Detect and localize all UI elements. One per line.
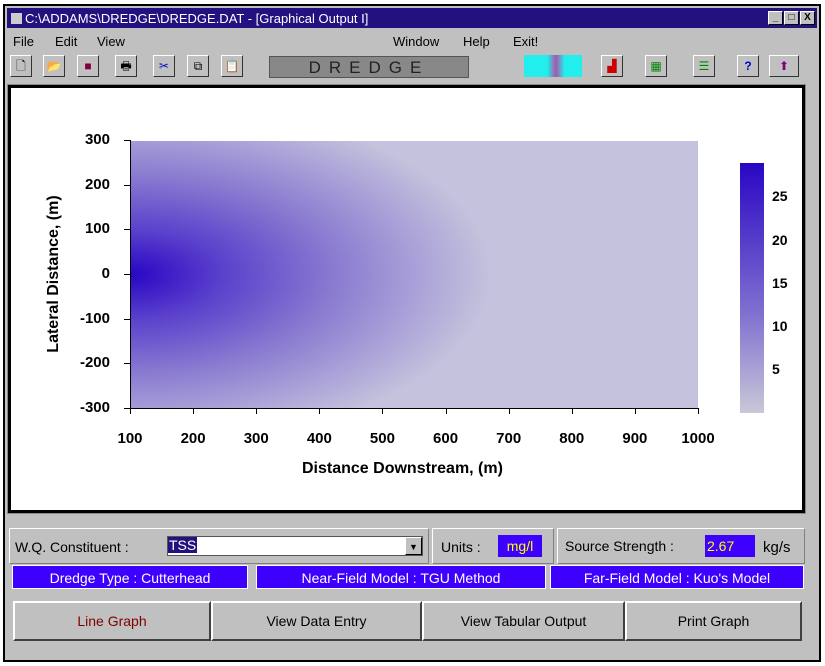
- wq-select[interactable]: TSS ▼: [167, 536, 423, 556]
- near-field-model: Near-Field Model : TGU Method: [256, 565, 546, 589]
- x-tick-label: 300: [243, 430, 269, 447]
- print-icon[interactable]: 🖶: [115, 55, 137, 77]
- view-data-entry-button[interactable]: View Data Entry: [211, 601, 422, 641]
- colorbar-tick-label: 20: [772, 231, 788, 248]
- y-tick-mark: [124, 140, 130, 141]
- x-tick-mark: [508, 408, 510, 414]
- far-field-model: Far-Field Model : Kuo's Model: [550, 565, 804, 589]
- print-graph-button[interactable]: Print Graph: [625, 601, 802, 641]
- x-tick-mark: [130, 408, 131, 414]
- x-axis-label: Distance Downstream, (m): [302, 460, 503, 477]
- y-tick-label: -300: [79, 399, 110, 416]
- menu-edit[interactable]: Edit: [55, 33, 78, 49]
- x-tick-mark: [634, 408, 636, 414]
- x-tick-label: 100: [117, 430, 143, 447]
- dredge-picture: [524, 55, 582, 77]
- cut-icon[interactable]: ✂: [153, 55, 175, 77]
- x-tick-label: 900: [622, 430, 648, 447]
- dredge-type: Dredge Type : Cutterhead: [12, 565, 248, 589]
- view-tabular-output-button[interactable]: View Tabular Output: [422, 601, 625, 641]
- y-tick-label: 100: [84, 220, 110, 238]
- open-icon[interactable]: 📂: [43, 55, 65, 77]
- constituent-panel: W.Q. Constituent : TSS ▼: [9, 528, 429, 564]
- maximize-button[interactable]: □: [784, 11, 799, 25]
- y-tick-label: 200: [84, 175, 110, 193]
- y-tick-label: -200: [79, 354, 110, 372]
- x-tick-label: 800: [559, 430, 585, 447]
- strength-unit: kg/s: [763, 539, 791, 556]
- x-tick-label: 400: [306, 430, 332, 447]
- wq-label: W.Q. Constituent :: [15, 539, 129, 555]
- x-tick-mark: [698, 408, 699, 414]
- y-tick-label: 0: [101, 265, 110, 282]
- save-icon[interactable]: ■: [77, 55, 99, 77]
- title-bar: C:\ADDAMS\DREDGE\DREDGE.DAT - [Graphical…: [7, 8, 817, 28]
- wq-value: TSS: [168, 537, 198, 553]
- menu-bar: File Edit View Window Help Exit!: [7, 31, 817, 51]
- y-tick-mark: [124, 274, 130, 275]
- copy-icon[interactable]: ⧉: [187, 55, 209, 77]
- y-tick-mark: [124, 363, 130, 365]
- upload-icon[interactable]: ⬆: [769, 55, 799, 77]
- y-axis-label: Lateral Distance, (m): [45, 195, 62, 353]
- line-graph-button[interactable]: Line Graph: [13, 601, 211, 641]
- y-axis-line: [130, 140, 131, 409]
- strength-panel: Source Strength : 2.67 kg/s: [557, 528, 805, 564]
- x-tick-mark: [445, 408, 447, 414]
- units-panel: Units : mg/l: [432, 528, 554, 564]
- units-value: mg/l: [498, 535, 542, 557]
- menu-window[interactable]: Window: [393, 33, 440, 49]
- x-axis-line: [130, 408, 699, 409]
- colorbar-tick-label: 15: [772, 274, 788, 291]
- close-button[interactable]: X: [800, 11, 815, 25]
- minimize-button[interactable]: _: [768, 11, 783, 25]
- units-label: Units :: [441, 539, 481, 555]
- help-icon[interactable]: ?: [737, 55, 759, 77]
- dredge-logo: DREDGE: [269, 56, 469, 78]
- y-tick-label: -100: [79, 309, 110, 327]
- window-title: C:\ADDAMS\DREDGE\DREDGE.DAT - [Graphical…: [25, 10, 369, 26]
- x-tick-mark: [256, 408, 258, 414]
- chevron-down-icon[interactable]: ▼: [405, 537, 422, 555]
- colorbar: [740, 163, 764, 413]
- y-tick-label: 300: [84, 131, 110, 148]
- y-tick-mark: [124, 318, 130, 320]
- paste-icon[interactable]: 📋: [221, 55, 243, 77]
- menu-help[interactable]: Help: [463, 33, 490, 49]
- menu-exit[interactable]: Exit!: [513, 33, 539, 49]
- app-icon: [11, 12, 22, 24]
- menu-file[interactable]: File: [13, 33, 34, 49]
- x-tick-mark: [382, 408, 384, 414]
- x-tick-label: 200: [180, 430, 206, 447]
- menu-view[interactable]: View: [97, 33, 125, 49]
- colorbar-tick-label: 10: [772, 317, 788, 334]
- contour-plot: [131, 141, 698, 408]
- x-tick-mark: [193, 408, 195, 414]
- x-tick-label: 700: [496, 430, 522, 447]
- x-tick-mark: [319, 408, 321, 414]
- x-tick-label: 500: [369, 430, 395, 447]
- strength-value[interactable]: 2.67: [705, 535, 755, 557]
- x-tick-mark: [571, 408, 573, 414]
- x-tick-label: 1000: [681, 430, 715, 447]
- bar-chart-icon[interactable]: ▟: [601, 55, 623, 77]
- table-icon[interactable]: ▦: [645, 55, 667, 77]
- colorbar-tick-label: 5: [772, 360, 780, 377]
- y-tick-mark: [124, 184, 130, 186]
- x-tick-label: 600: [433, 430, 459, 447]
- colorbar-tick-label: 25: [772, 188, 788, 205]
- new-icon[interactable]: 🗋: [10, 55, 32, 77]
- y-tick-mark: [124, 408, 130, 409]
- strength-label: Source Strength :: [565, 538, 674, 554]
- y-tick-mark: [124, 229, 130, 231]
- toolbar: 🗋 📂 ■ 🖶 ✂ ⧉ 📋 DREDGE ▟ ▦ ☰ ? ⬆: [7, 53, 817, 81]
- list-icon[interactable]: ☰: [693, 55, 715, 77]
